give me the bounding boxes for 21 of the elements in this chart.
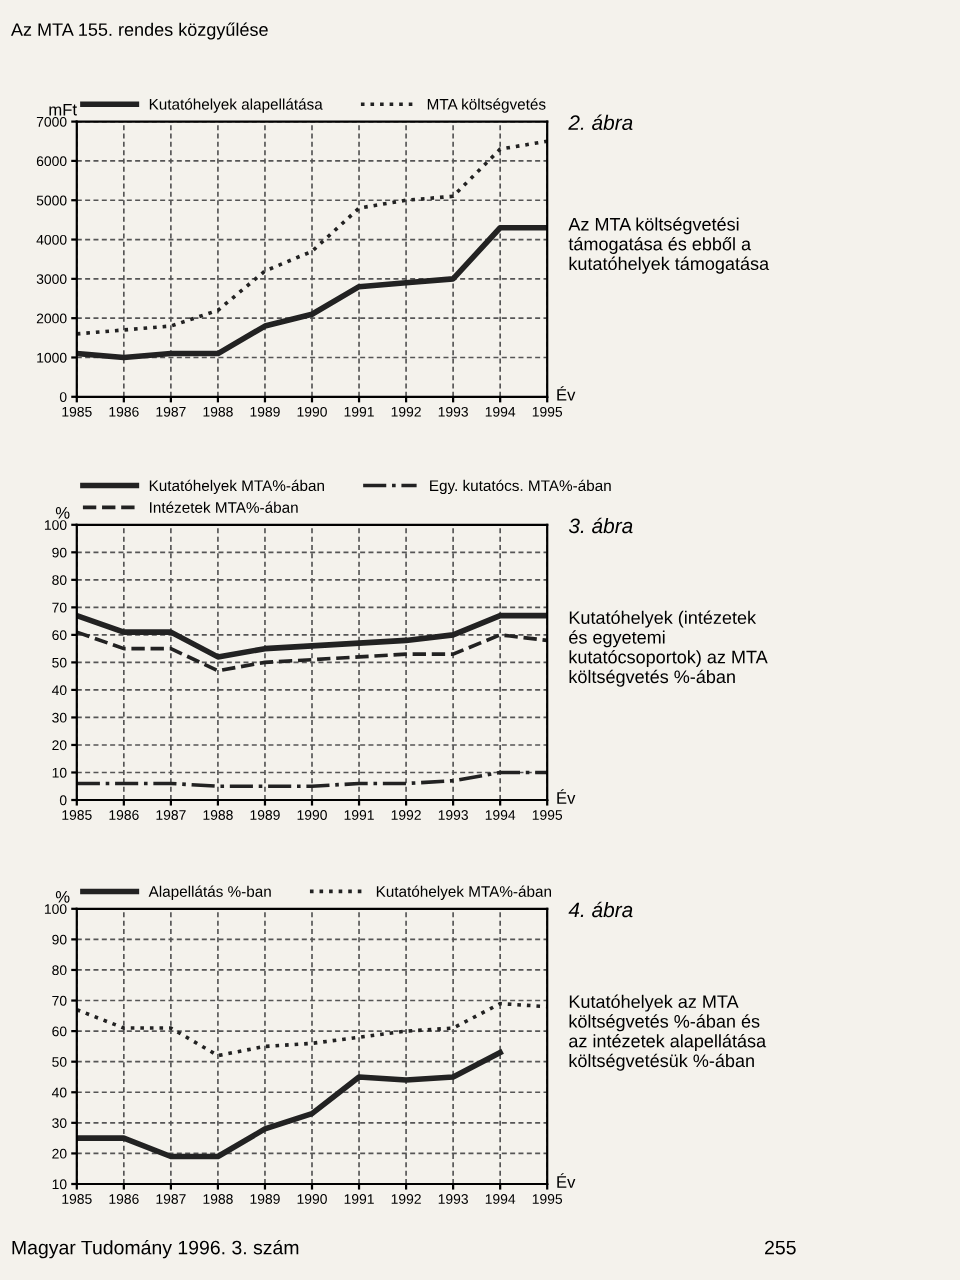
text: Kutatóhelyek az MTA költségvetés %-ában és az intézetek alapellátása költségvetésük %-ában: [569, 994, 767, 1071]
line-series: [76, 224, 548, 361]
text: 4. ábra: [568, 901, 633, 918]
x-axis-title: Év: [557, 1173, 576, 1188]
line-series: [76, 770, 548, 789]
y-axis-title: %: [55, 891, 70, 903]
line-series: [76, 630, 548, 673]
text: 255: [765, 1240, 796, 1255]
text: Az MTA költségvetési támogatása és ebből a kutatóhelyek támogatása: [568, 217, 770, 274]
x-axis-title: Év: [557, 789, 576, 804]
line-series: [76, 1049, 503, 1160]
y-axis-title: %: [55, 507, 70, 519]
text: Magyar Tudomány 1996. 3. szám: [12, 1239, 299, 1259]
y-axis-title: mFt: [49, 103, 77, 116]
text: Kutatóhelyek (intézetek és egyetemi kutatócsoportok) az MTA költségvetés %-ában: [569, 610, 768, 687]
text: 2. ábra: [568, 114, 633, 131]
line-series: [76, 612, 548, 660]
text: 3. ábra: [568, 517, 633, 534]
x-axis-title: Év: [557, 386, 576, 401]
line-series: [76, 139, 548, 336]
text: Az MTA 155. rendes közgyűlése: [10, 22, 268, 40]
